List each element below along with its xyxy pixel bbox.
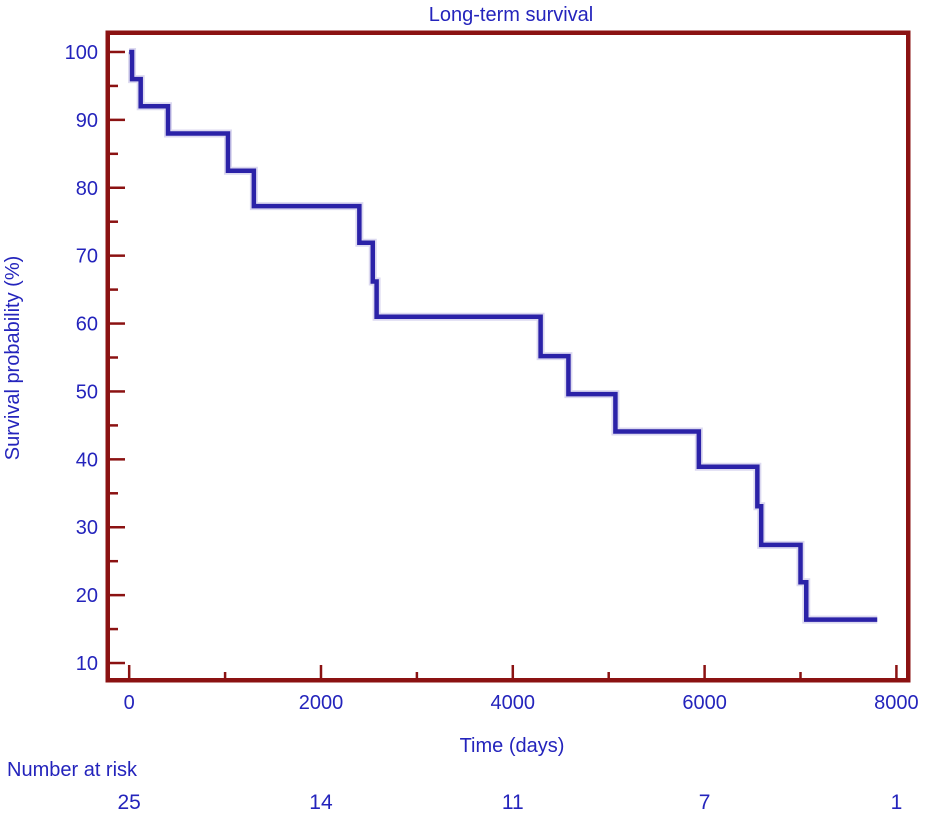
x-tick-label: 8000 <box>874 692 919 714</box>
number-at-risk-values: 25 14 11 7 1 <box>118 791 903 814</box>
risk-value: 1 <box>891 791 903 814</box>
y-axis-label: Survival probability (%) <box>2 256 24 461</box>
plot-frame <box>105 30 911 683</box>
x-tick-label: 6000 <box>682 692 727 714</box>
y-tick-label: 40 <box>76 449 98 471</box>
risk-value: 7 <box>699 791 711 814</box>
risk-value: 25 <box>118 791 141 814</box>
risk-value: 14 <box>309 791 333 814</box>
number-at-risk-label: Number at risk <box>7 759 138 781</box>
survival-curve-layer <box>128 47 878 624</box>
y-tick-label: 80 <box>76 178 98 200</box>
y-tick-label: 90 <box>76 110 98 132</box>
survival-curve <box>129 49 878 622</box>
y-tick-label: 100 <box>65 42 98 64</box>
x-tick-label: 0 <box>124 692 135 714</box>
survival-curve-halo <box>128 47 878 624</box>
tick-labels: 0 2000 4000 6000 8000 10 20 30 40 50 60 70 80 90 100 <box>65 42 919 714</box>
y-tick-label: 70 <box>76 246 98 268</box>
y-tick-label: 20 <box>76 585 98 607</box>
y-tick-label: 30 <box>76 517 98 539</box>
x-axis-label: Time (days) <box>460 735 565 757</box>
y-tick-label: 50 <box>76 381 98 403</box>
y-tick-label: 60 <box>76 314 98 336</box>
y-tick-label: 10 <box>76 653 98 675</box>
x-tick-label: 4000 <box>491 692 536 714</box>
chart-title: Long-term survival <box>429 4 594 26</box>
risk-value: 11 <box>502 791 524 814</box>
x-tick-label: 2000 <box>299 692 344 714</box>
